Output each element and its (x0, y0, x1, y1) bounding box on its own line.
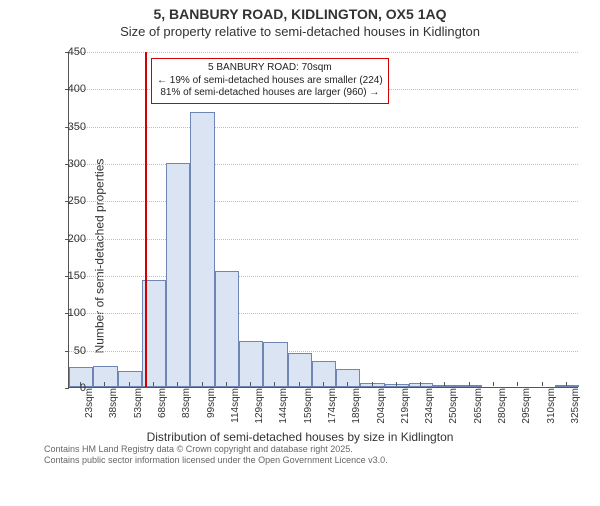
x-tick-mark (493, 382, 494, 386)
x-tick-label: 310sqm (546, 388, 557, 428)
histogram-bar (409, 383, 433, 387)
x-tick-label: 265sqm (473, 388, 484, 428)
chart-title-sub: Size of property relative to semi-detach… (0, 24, 600, 39)
annotation-line: 81% of semi-detached houses are larger (… (157, 87, 383, 100)
histogram-bar (263, 342, 287, 387)
x-tick-mark (420, 382, 421, 386)
annotation-line: 5 BANBURY ROAD: 70sqm (157, 62, 383, 75)
x-tick-mark (250, 382, 251, 386)
x-tick-mark (566, 382, 567, 386)
histogram-bar (433, 385, 457, 387)
histogram-bar (336, 369, 360, 387)
x-tick-label: 159sqm (303, 388, 314, 428)
annotation-line: ← 19% of semi-detached houses are smalle… (157, 75, 383, 88)
histogram-bar (239, 341, 263, 387)
attribution-line: Contains HM Land Registry data © Crown c… (44, 444, 388, 455)
y-tick-label: 400 (58, 83, 86, 95)
plot-area: 5 BANBURY ROAD: 70sqm← 19% of semi-detac… (68, 52, 578, 388)
y-tick-label: 150 (58, 270, 86, 282)
histogram-bar (360, 383, 384, 387)
x-tick-mark (347, 382, 348, 386)
x-tick-label: 99sqm (206, 388, 217, 428)
x-tick-mark (396, 382, 397, 386)
chart-container: Number of semi-detached properties 5 BAN… (0, 46, 600, 466)
x-axis-label: Distribution of semi-detached houses by … (0, 430, 600, 444)
x-tick-label: 114sqm (230, 388, 241, 428)
x-tick-mark (153, 382, 154, 386)
histogram-bar (385, 384, 409, 387)
x-tick-mark (274, 382, 275, 386)
y-tick-label: 0 (58, 382, 86, 394)
histogram-bar (458, 385, 482, 387)
x-tick-mark (226, 382, 227, 386)
x-tick-label: 189sqm (351, 388, 362, 428)
histogram-bar (190, 112, 214, 387)
attribution-text: Contains HM Land Registry data © Crown c… (44, 444, 388, 466)
histogram-bar (215, 271, 239, 387)
annotation-box: 5 BANBURY ROAD: 70sqm← 19% of semi-detac… (151, 58, 389, 104)
histogram-bar (555, 385, 579, 387)
x-tick-label: 204sqm (376, 388, 387, 428)
chart-title-main: 5, BANBURY ROAD, KIDLINGTON, OX5 1AQ (0, 6, 600, 22)
y-tick-label: 300 (58, 158, 86, 170)
histogram-bar (288, 353, 312, 387)
x-tick-mark (517, 382, 518, 386)
x-tick-label: 83sqm (181, 388, 192, 428)
x-tick-mark (469, 382, 470, 386)
x-tick-label: 38sqm (108, 388, 119, 428)
x-tick-mark (299, 382, 300, 386)
x-tick-mark (177, 382, 178, 386)
histogram-bar (166, 163, 190, 387)
reference-line (145, 52, 147, 387)
x-tick-label: 174sqm (327, 388, 338, 428)
x-tick-mark (129, 382, 130, 386)
y-tick-label: 100 (58, 307, 86, 319)
x-tick-label: 295sqm (521, 388, 532, 428)
x-tick-label: 280sqm (497, 388, 508, 428)
x-tick-label: 234sqm (424, 388, 435, 428)
x-tick-label: 325sqm (570, 388, 581, 428)
y-tick-label: 250 (58, 195, 86, 207)
x-tick-label: 53sqm (133, 388, 144, 428)
x-tick-label: 23sqm (84, 388, 95, 428)
x-tick-label: 68sqm (157, 388, 168, 428)
histogram-bar (93, 366, 117, 387)
y-tick-label: 200 (58, 233, 86, 245)
x-tick-label: 250sqm (448, 388, 459, 428)
x-tick-label: 129sqm (254, 388, 265, 428)
x-tick-mark (542, 382, 543, 386)
x-tick-mark (104, 382, 105, 386)
x-tick-mark (444, 382, 445, 386)
x-tick-mark (80, 382, 81, 386)
y-tick-label: 350 (58, 121, 86, 133)
x-tick-label: 144sqm (278, 388, 289, 428)
x-tick-label: 219sqm (400, 388, 411, 428)
y-tick-label: 450 (58, 46, 86, 58)
histogram-bar (118, 371, 142, 387)
attribution-line: Contains public sector information licen… (44, 455, 388, 466)
y-tick-label: 50 (58, 345, 86, 357)
x-tick-mark (202, 382, 203, 386)
x-tick-mark (372, 382, 373, 386)
x-tick-mark (323, 382, 324, 386)
